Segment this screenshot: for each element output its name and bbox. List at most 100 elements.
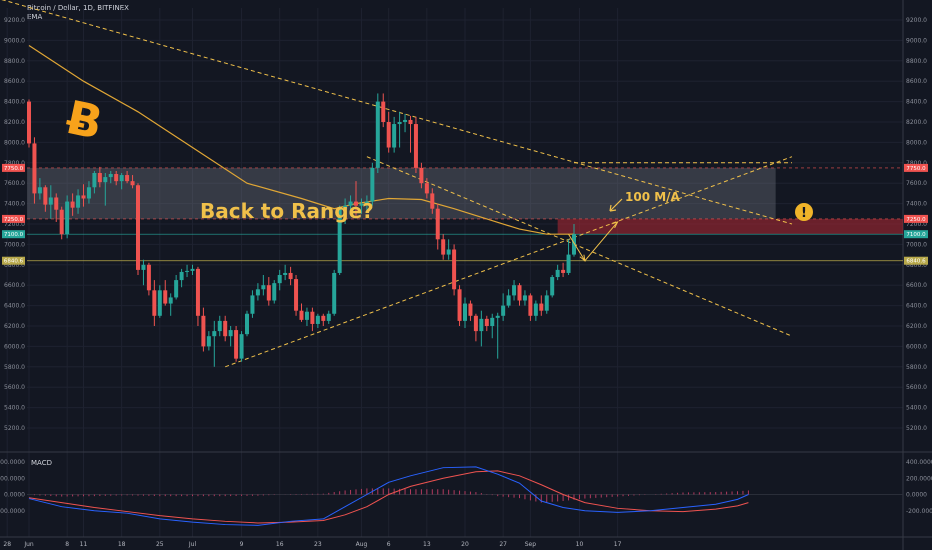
y-tick-label-right: 8200.0 [906, 119, 927, 126]
candle-body [457, 289, 462, 321]
candle-body [364, 201, 369, 204]
candle-body [168, 297, 173, 304]
candle-body [217, 320, 222, 332]
x-tick-label: 8 [65, 541, 69, 548]
candle-body [190, 268, 195, 271]
x-tick-label: 28 [3, 541, 11, 548]
y-tick-label-left: 8000.0 [4, 139, 25, 146]
candle-body [452, 249, 457, 290]
x-tick-label: 27 [499, 541, 507, 548]
macd-y-tick-right: -200.0000 [906, 508, 932, 515]
candle-body [463, 303, 467, 321]
trend-line [1, 0, 793, 225]
x-tick-label: 20 [461, 541, 469, 548]
y-tick-label-left: 8600.0 [4, 78, 25, 85]
y-tick-label-right: 7800.0 [906, 160, 927, 167]
y-tick-label-left: 7600.0 [4, 180, 25, 187]
candle-body [76, 195, 81, 208]
candle-body [119, 175, 124, 182]
candle-body [446, 249, 451, 255]
candle-body [266, 285, 271, 301]
x-tick-label: 6 [387, 541, 391, 548]
candle-body [354, 201, 358, 206]
macd-y-tick-left: -200.0000 [0, 508, 25, 515]
candle-body [283, 272, 288, 275]
y-tick-label-left: 7400.0 [4, 201, 25, 208]
x-tick-label: 11 [80, 541, 88, 548]
candle-body [65, 201, 70, 235]
y-tick-label-right: 7600.0 [906, 180, 927, 187]
candle-body [212, 331, 217, 337]
candle-body [277, 275, 282, 284]
candle-body [157, 290, 162, 316]
candle-body [125, 175, 130, 182]
warning-icon [795, 203, 813, 221]
y-tick-label-right: 8800.0 [906, 58, 927, 65]
x-tick-label: 9 [240, 541, 244, 548]
candle-body [501, 305, 506, 316]
candle-body [272, 283, 277, 301]
candle-body [533, 303, 538, 316]
candle-body [397, 122, 402, 125]
candle-body [386, 122, 391, 148]
macd-y-tick-right: 200.0000 [906, 475, 932, 482]
candle-body [495, 315, 500, 318]
candle-body [337, 208, 342, 273]
x-tick-label: 13 [423, 541, 431, 548]
y-tick-label-left: 6600.0 [4, 282, 25, 289]
y-tick-label-left: 5800.0 [4, 364, 25, 371]
candle-body [310, 311, 315, 324]
x-tick-label: 18 [118, 541, 126, 548]
y-tick-label-left: 6000.0 [4, 343, 25, 350]
y-tick-label-left: 8800.0 [4, 58, 25, 65]
candle-body [70, 201, 75, 208]
candle-body [528, 295, 533, 316]
candle-body [136, 185, 140, 270]
candle-body [381, 101, 386, 122]
candle-body [223, 320, 228, 337]
y-tick-label-right: 8600.0 [906, 78, 927, 85]
candle-body [413, 124, 418, 168]
candle-body [468, 303, 473, 316]
candle-body [343, 205, 348, 209]
macd-label: MACD [31, 459, 52, 467]
candle-body [392, 124, 397, 148]
candle-body [419, 167, 424, 184]
candle-body [490, 317, 495, 326]
candle-body [517, 285, 522, 301]
candle-body [54, 197, 59, 210]
y-tick-label-left: 6400.0 [4, 303, 25, 310]
price-tag-left-label: 7750.0 [4, 166, 24, 172]
candle-body [294, 279, 299, 311]
candle-body [163, 290, 168, 304]
candle-body [228, 330, 233, 337]
bitcoin-logo: Ƀ [62, 90, 108, 150]
price-tag-right-label: 7100.0 [906, 232, 926, 238]
back-to-range-annotation: Back to Range? [200, 199, 374, 223]
y-tick-label-left: 9200.0 [4, 17, 25, 24]
candle-body [114, 174, 119, 182]
y-tick-label-left: 5200.0 [4, 425, 25, 432]
candle-body [92, 173, 97, 188]
y-tick-label-right: 6400.0 [906, 303, 927, 310]
candle-body [43, 187, 48, 205]
candle-body [81, 195, 86, 199]
candle-body [103, 177, 108, 183]
warning-icon-glyph: ! [801, 206, 807, 221]
candle-body [255, 289, 260, 296]
candle-body [555, 269, 560, 278]
candle-body [315, 315, 320, 324]
price-tag-right [904, 230, 928, 239]
projection-arrowhead [611, 221, 619, 229]
candle-body [321, 315, 326, 321]
y-tick-label-left: 7000.0 [4, 241, 25, 248]
candle-body [206, 336, 211, 347]
price-tag-left-label: 7250.0 [4, 217, 24, 223]
candle-body [539, 303, 544, 311]
moving-average-annotation: 100 M/A [625, 190, 680, 204]
candle-body [403, 119, 408, 122]
price-tag-right [904, 163, 928, 172]
x-tick-label: Sep [525, 541, 537, 548]
candle-body [370, 167, 375, 202]
